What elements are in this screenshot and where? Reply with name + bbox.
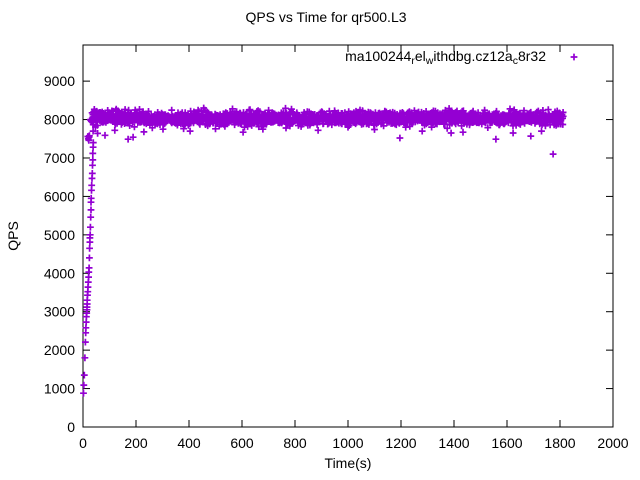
y-tick-label: 3000 xyxy=(44,304,75,320)
legend-text-segment: ma100244 xyxy=(345,48,411,64)
plot-border xyxy=(82,44,614,428)
x-axis-ticks: 0 200 400 600 800 1000 1200 1400 1600 1800 2000 xyxy=(79,45,629,451)
y-tick-label: 4000 xyxy=(44,265,75,281)
y-axis-ticks: 0 1000 2000 3000 4000 5000 6000 7000 8000 9000 xyxy=(44,73,613,435)
legend-subscript: c xyxy=(513,55,518,67)
legend: ma100244relwithdbg.cz12ac8r32 xyxy=(345,48,578,67)
x-tick-label: 1200 xyxy=(385,435,416,451)
legend-subscript: w xyxy=(425,55,434,67)
x-tick-label: 1600 xyxy=(491,435,522,451)
y-tick-label: 1000 xyxy=(44,381,75,397)
x-tick-label: 400 xyxy=(177,435,201,451)
data-points xyxy=(80,104,567,397)
legend-text-segment: ithdbg.cz12a xyxy=(433,48,513,64)
y-tick-label: 2000 xyxy=(44,342,75,358)
legend-plus-marker-icon xyxy=(570,53,578,61)
x-tick-label: 800 xyxy=(283,435,307,451)
legend-plus-glyph xyxy=(570,53,578,61)
x-tick-label: 1400 xyxy=(438,435,469,451)
legend-subscript: r xyxy=(411,55,415,67)
y-tick-label: 9000 xyxy=(44,73,75,89)
y-tick-label: 7000 xyxy=(44,150,75,166)
x-tick-label: 1800 xyxy=(544,435,575,451)
legend-label: ma100244relwithdbg.cz12ac8r32 xyxy=(345,48,546,67)
x-tick-label: 1000 xyxy=(332,435,363,451)
chart-title: QPS vs Time for qr500.L3 xyxy=(245,9,406,25)
x-tick-label: 200 xyxy=(124,435,148,451)
y-axis-label: QPS xyxy=(5,221,21,251)
y-tick-label: 5000 xyxy=(44,227,75,243)
x-tick-label: 0 xyxy=(79,435,87,451)
y-tick-label: 6000 xyxy=(44,188,75,204)
scatter-plus-markers xyxy=(80,104,567,397)
x-tick-label: 2000 xyxy=(597,435,628,451)
legend-text-segment: 8r32 xyxy=(518,48,546,64)
x-axis-label: Time(s) xyxy=(325,455,372,471)
y-tick-label: 8000 xyxy=(44,112,75,128)
x-tick-label: 600 xyxy=(230,435,254,451)
y-tick-label: 0 xyxy=(67,419,75,435)
legend-text-segment: el xyxy=(415,48,426,64)
